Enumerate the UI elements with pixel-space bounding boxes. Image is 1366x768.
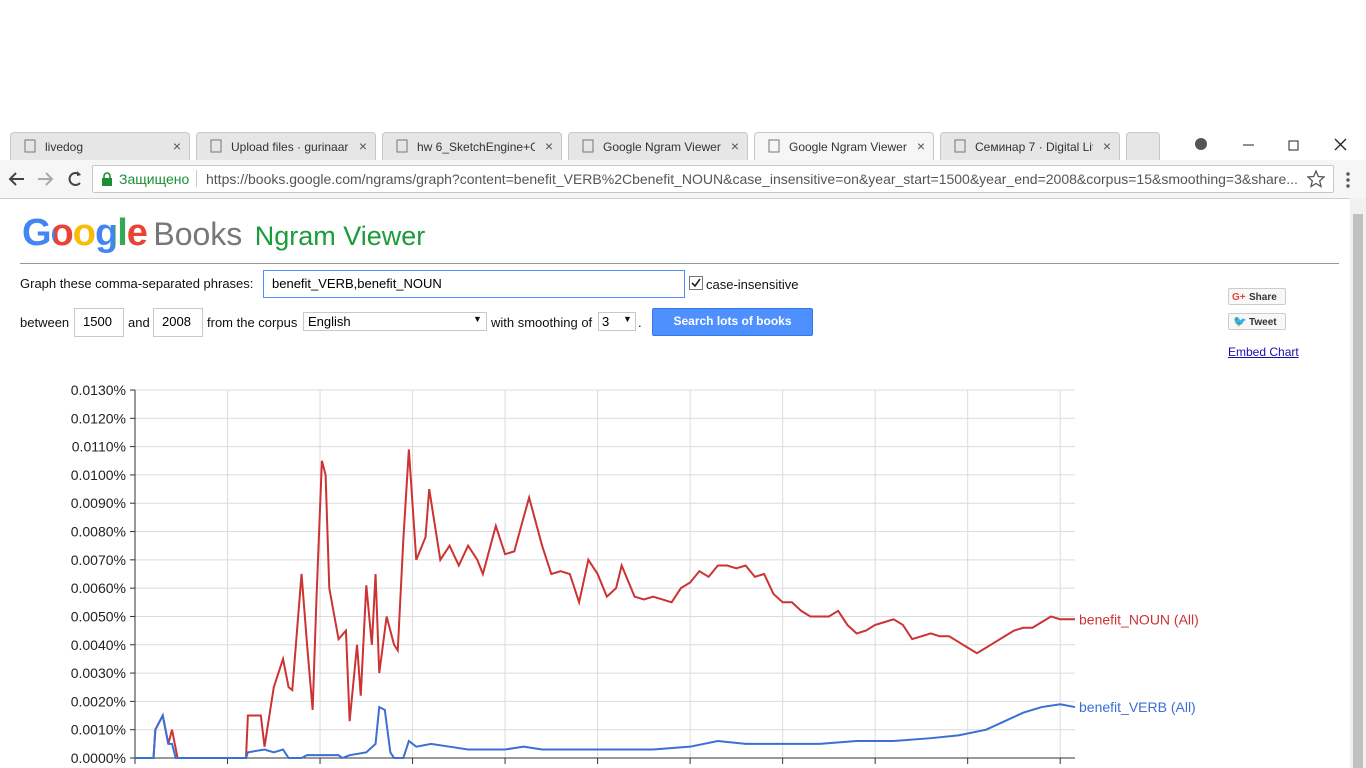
phrases-input[interactable]: benefit_VERB,benefit_NOUN — [263, 270, 685, 298]
y-tick-label: 0.0130% — [71, 382, 126, 398]
y-tick-label: 0.0020% — [71, 693, 126, 709]
y-tick-label: 0.0080% — [71, 524, 126, 540]
smoothing-arrow: ▼ — [623, 314, 632, 324]
product-name: Ngram Viewer — [254, 221, 426, 251]
tab-icon — [24, 139, 36, 153]
series-label: benefit_NOUN (All) — [1079, 611, 1199, 627]
year-start-input[interactable]: 1500 — [74, 308, 124, 337]
y-tick-label: 0.0040% — [71, 637, 126, 653]
y-tick-label: 0.0090% — [71, 495, 126, 511]
tab-close[interactable]: × — [916, 138, 925, 154]
restore-button[interactable] — [1288, 140, 1299, 151]
y-tick-label: 0.0120% — [71, 410, 126, 426]
window-controls — [1195, 138, 1347, 151]
tab-icon — [954, 139, 966, 153]
back-button[interactable] — [8, 172, 24, 186]
series-label: benefit_VERB (All) — [1079, 699, 1196, 715]
forward-button[interactable] — [38, 172, 54, 186]
address-bar: Защищено https://books.google.com/ngrams… — [0, 160, 1366, 199]
tab-icon — [396, 139, 408, 153]
tab[interactable]: Upload files · gurinaarir × — [196, 132, 376, 160]
tab-icon — [582, 139, 594, 153]
phrases-label: Graph these comma-separated phrases: — [20, 276, 254, 291]
logo: Google Books Ngram Viewer — [22, 212, 425, 255]
and-label: and — [128, 315, 150, 330]
share-label: Share — [1249, 292, 1277, 303]
y-tick-label: 0.0050% — [71, 608, 126, 624]
tweet-label: Tweet — [1249, 317, 1277, 328]
tab[interactable]: Google Ngram Viewer × — [568, 132, 748, 160]
header-rule — [20, 263, 1339, 264]
tab-close[interactable]: × — [1102, 138, 1111, 154]
tweet-button[interactable]: 🐦 Tweet — [1228, 313, 1286, 330]
y-tick-label: 0.0000% — [71, 750, 126, 766]
lock-icon — [102, 172, 112, 186]
secure-label: Защищено — [119, 171, 190, 187]
period: . — [638, 315, 642, 330]
y-tick-label: 0.0010% — [71, 722, 126, 738]
tab-title: hw 6_SketchEngine+Gc — [417, 140, 535, 154]
y-tick-label: 0.0100% — [71, 467, 126, 483]
reload-arrow — [77, 171, 81, 176]
series-line — [135, 703, 1076, 760]
tab[interactable]: Семинар 7 · Digital Lite × — [940, 132, 1120, 160]
y-tick-label: 0.0070% — [71, 552, 126, 568]
new-tab[interactable] — [1126, 132, 1160, 160]
tab-icon — [210, 139, 222, 153]
omnibox[interactable]: Защищено https://books.google.com/ngrams… — [92, 165, 1334, 193]
scrollbar[interactable] — [1350, 198, 1366, 768]
tab-close[interactable]: × — [730, 138, 739, 154]
search-button[interactable]: Search lots of books — [652, 308, 813, 336]
tab[interactable]: livedog × — [10, 132, 190, 160]
tab[interactable]: hw 6_SketchEngine+Gc × — [382, 132, 562, 160]
tab-title: Upload files · gurinaarir — [231, 140, 349, 154]
tab-close[interactable]: × — [544, 138, 553, 154]
share-button[interactable]: G+ Share — [1228, 288, 1286, 305]
tab-icon — [768, 139, 780, 153]
case-label: case-insensitive — [706, 277, 799, 292]
between-label: between — [20, 315, 70, 330]
close-button[interactable] — [1334, 138, 1347, 151]
scroll-thumb[interactable] — [1353, 214, 1363, 768]
case-checkbox[interactable] — [689, 276, 704, 291]
url: https://books.google.com/ngrams/graph?co… — [206, 171, 1298, 187]
y-tick-label: 0.0060% — [71, 580, 126, 596]
menu-button[interactable] — [1342, 170, 1354, 190]
corpus-select[interactable]: English — [303, 312, 487, 331]
bookmark-star[interactable] — [1307, 170, 1325, 188]
nav-buttons — [8, 171, 81, 186]
year-end-input[interactable]: 2008 — [153, 308, 203, 337]
series-line — [135, 449, 1075, 759]
smoothing-label: with smoothing of — [491, 315, 593, 330]
chart: 0.0000% 0.0010% 0.0020% 0.0030% 0.0040% 0.005… — [71, 382, 1199, 766]
embed-link[interactable]: Embed Chart — [1228, 345, 1299, 359]
tab-title: Google Ngram Viewer — [603, 140, 721, 154]
tab-title: livedog — [45, 140, 84, 154]
logo-books: Books — [153, 216, 243, 252]
corpus-arrow: ▼ — [473, 314, 482, 324]
tab-title: Google Ngram Viewer — [789, 140, 907, 154]
logo-google: Google — [22, 212, 148, 254]
tab-close[interactable]: × — [358, 138, 367, 154]
smoothing-select[interactable]: 3 — [598, 312, 636, 331]
separator — [196, 170, 197, 187]
tab-title: Семинар 7 · Digital Lite — [975, 140, 1093, 154]
corpus-label: from the corpus — [207, 315, 298, 330]
tab[interactable]: Google Ngram Viewer × — [754, 132, 934, 160]
y-tick-label: 0.0110% — [72, 439, 126, 455]
tab-bar: livedog × Upload files · gurinaarir × hw 6_S… — [0, 130, 1366, 160]
tab-close[interactable]: × — [172, 138, 181, 154]
y-tick-label: 0.0030% — [71, 665, 126, 681]
profile-icon[interactable] — [1195, 138, 1207, 150]
